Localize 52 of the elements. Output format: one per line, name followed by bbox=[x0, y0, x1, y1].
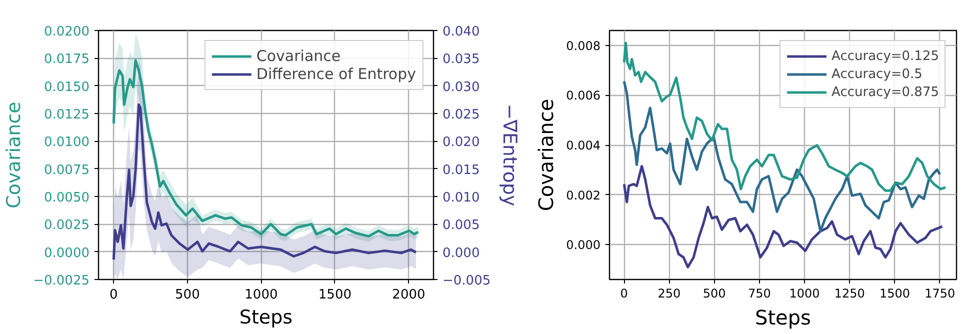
x-tick-label: 750 bbox=[748, 286, 771, 300]
y2-tick-label: 0.000 bbox=[442, 246, 480, 261]
y-tick-label: −0.0025 bbox=[33, 274, 90, 288]
x-axis-title: Steps bbox=[239, 306, 293, 328]
y-tick-label: 0.0200 bbox=[44, 24, 90, 40]
y-tick-label: 0.008 bbox=[566, 38, 601, 53]
x-tick-label: 250 bbox=[658, 286, 681, 300]
line-series bbox=[622, 42, 947, 192]
y-tick-label: 0.0125 bbox=[44, 108, 90, 122]
y-axis-title: Covariance bbox=[534, 98, 558, 212]
y2-axis-title: −∇Entropy bbox=[498, 104, 521, 206]
line-series bbox=[622, 164, 944, 268]
y-axis-title: Covariance bbox=[3, 102, 26, 208]
legend-label: Accuracy=0.125 bbox=[832, 48, 939, 65]
legend-label: Covariance bbox=[256, 47, 341, 65]
y2-tick-label: 0.035 bbox=[442, 52, 480, 68]
legend-label: Accuracy=0.5 bbox=[832, 66, 922, 83]
x-axis-title: Steps bbox=[755, 306, 811, 330]
line-series bbox=[622, 80, 942, 232]
y2-tick-label: 0.015 bbox=[442, 162, 480, 178]
y-tick-label: 0.0100 bbox=[44, 135, 90, 150]
x-tick-label: 1250 bbox=[834, 286, 865, 300]
y2-tick-label: 0.020 bbox=[442, 135, 480, 150]
y-tick-label: 0.002 bbox=[566, 188, 601, 202]
y-tick-label: 0.000 bbox=[566, 238, 601, 252]
x-tick-label: 2000 bbox=[392, 288, 426, 302]
legend-label: Accuracy=0.875 bbox=[832, 84, 939, 101]
x-tick-label: 1500 bbox=[318, 288, 352, 302]
y2-tick-label: −0.005 bbox=[442, 274, 491, 288]
y2-tick-label: 0.010 bbox=[442, 190, 480, 206]
y-tick-label: 0.0000 bbox=[44, 246, 90, 261]
y-tick-label: 0.0150 bbox=[44, 80, 90, 95]
x-tick-label: 1500 bbox=[880, 286, 910, 300]
x-tick-label: 0 bbox=[620, 286, 628, 300]
y2-tick-label: 0.040 bbox=[442, 24, 480, 40]
y2-tick-label: 0.030 bbox=[442, 80, 480, 95]
x-tick-label: 1000 bbox=[789, 286, 820, 300]
x-tick-label: 500 bbox=[702, 286, 726, 300]
y2-tick-label: 0.005 bbox=[442, 218, 480, 234]
x-tick-label: 500 bbox=[175, 288, 200, 302]
y2-tick-label: 0.025 bbox=[442, 108, 480, 122]
y-tick-label: 0.0075 bbox=[44, 162, 90, 178]
x-tick-label: 1750 bbox=[924, 286, 956, 300]
legend-label: Difference of Entropy bbox=[256, 65, 416, 83]
y-tick-label: 0.0050 bbox=[44, 190, 90, 206]
y-tick-label: 0.0025 bbox=[44, 218, 90, 234]
y-tick-label: 0.006 bbox=[566, 88, 601, 103]
y-tick-label: 0.004 bbox=[566, 138, 601, 153]
x-tick-label: 0 bbox=[110, 288, 118, 302]
line-series bbox=[112, 103, 418, 261]
y-tick-label: 0.0175 bbox=[44, 52, 90, 68]
x-tick-label: 1000 bbox=[244, 288, 278, 302]
